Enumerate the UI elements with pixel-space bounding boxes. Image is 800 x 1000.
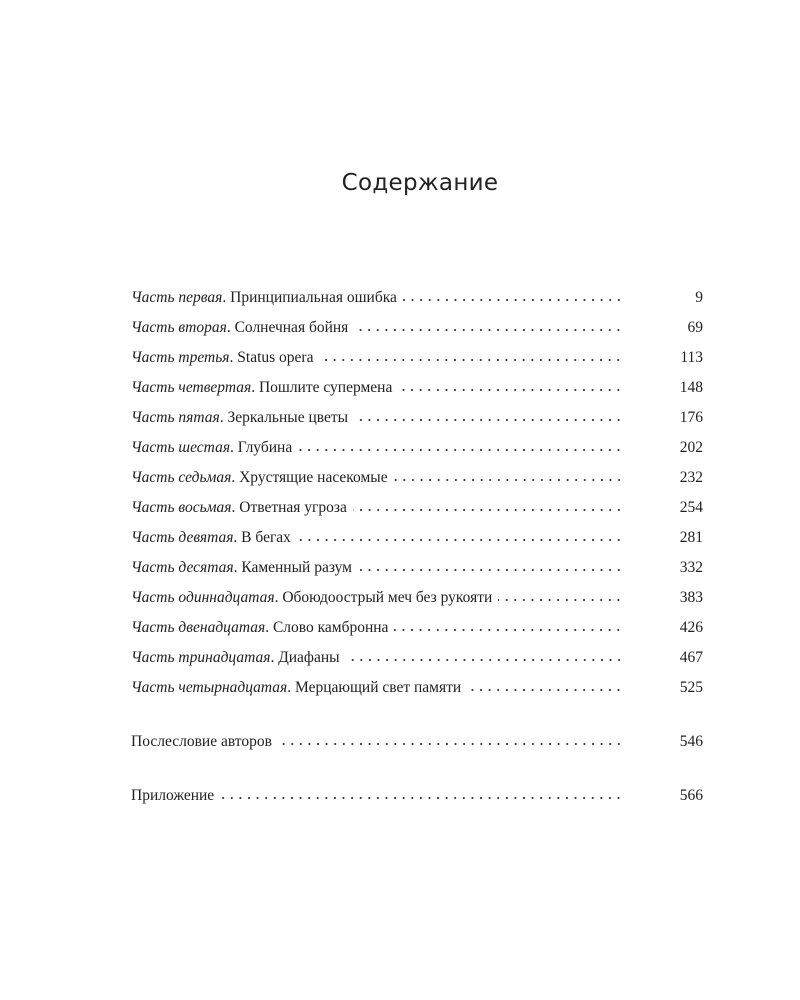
part-label: Часть четырнадцатая bbox=[131, 679, 288, 696]
toc-entry[interactable]: Часть первая. Принципиальная ошибка 9 bbox=[131, 289, 703, 319]
toc-entry[interactable]: Часть шестая. Глубина 202 bbox=[131, 439, 703, 469]
page-number: 69 bbox=[687, 319, 704, 336]
page-number: 202 bbox=[679, 439, 703, 456]
toc-entry[interactable]: Часть седьмая. Хрустящие насекомые 232 bbox=[131, 469, 703, 499]
dot-leader bbox=[498, 599, 623, 601]
toc-entry[interactable]: Часть пятая. Зеркальные цветы 176 bbox=[131, 409, 703, 439]
entry-sep: . bbox=[231, 469, 240, 486]
page-number: 148 bbox=[679, 379, 703, 396]
dot-leader bbox=[352, 509, 623, 511]
entry-title: Послесловие авторов bbox=[131, 733, 272, 750]
part-label: Часть одиннадцатая bbox=[131, 589, 275, 606]
entry-sep: . bbox=[229, 349, 238, 366]
part-label: Часть пятая bbox=[131, 409, 220, 426]
toc-entry[interactable]: Часть четвертая. Пошлите супермена 148 bbox=[131, 379, 703, 409]
part-label: Часть тринадцатая bbox=[131, 649, 271, 666]
dot-leader bbox=[220, 797, 623, 799]
part-label: Часть третья bbox=[131, 349, 230, 366]
dot-leader bbox=[354, 419, 623, 421]
page-number: 566 bbox=[679, 787, 703, 804]
toc-entry[interactable]: Часть восьмая. Ответная угроза 254 bbox=[131, 499, 703, 529]
toc-entry[interactable]: Часть двенадцатая. Слово камбронна 426 bbox=[131, 619, 703, 649]
page-number: 232 bbox=[679, 469, 703, 486]
entry-title: Солнечная бойня bbox=[234, 319, 349, 336]
part-label: Часть седьмая bbox=[131, 469, 232, 486]
entry-title: Зеркальные цветы bbox=[227, 409, 349, 426]
entry-sep: . bbox=[222, 289, 231, 306]
part-label: Часть восьмая bbox=[131, 499, 232, 516]
entry-sep: . bbox=[274, 589, 283, 606]
entry-title: В бегах bbox=[241, 529, 291, 546]
part-label: Часть десятая bbox=[131, 559, 234, 576]
page-number: 467 bbox=[679, 649, 703, 666]
dot-leader bbox=[354, 329, 623, 331]
entry-title: Принципиальная ошибка bbox=[230, 289, 397, 306]
entry-title: Status opera bbox=[237, 349, 314, 366]
dot-leader bbox=[357, 569, 623, 571]
dot-leader bbox=[345, 659, 623, 661]
page-number: 525 bbox=[679, 679, 703, 696]
page-number: 426 bbox=[679, 619, 703, 636]
part-label: Часть вторая bbox=[131, 319, 227, 336]
entry-title: Ответная угроза bbox=[239, 499, 347, 516]
entry-title: Хрустящие насекомые bbox=[239, 469, 388, 486]
entry-title: Диафаны bbox=[278, 649, 340, 666]
part-label: Часть шестая bbox=[131, 439, 231, 456]
toc-entry[interactable]: Часть третья. Status opera 113 bbox=[131, 349, 703, 379]
toc-entry[interactable]: Часть одиннадцатая. Обоюдоострый меч без… bbox=[131, 589, 703, 619]
page-title: Содержание bbox=[341, 170, 499, 196]
entry-title: Пошлите супермена bbox=[258, 379, 393, 396]
entry-sep: . bbox=[230, 439, 238, 456]
entry-sep: . bbox=[233, 559, 242, 576]
part-label: Часть девятая bbox=[131, 529, 234, 546]
page-number: 546 bbox=[679, 733, 703, 750]
entry-title: Обоюдоострый меч без рукояти bbox=[282, 589, 493, 606]
page-number: 383 bbox=[679, 589, 703, 606]
table-of-contents: Часть первая. Принципиальная ошибка 9 Част… bbox=[131, 289, 703, 817]
dot-leader bbox=[296, 539, 623, 541]
dot-leader bbox=[394, 629, 623, 631]
entry-sep: . bbox=[287, 679, 295, 696]
entry-title: Слово камбронна bbox=[272, 619, 389, 636]
toc-entry-afterword[interactable]: Послесловие авторов 546 bbox=[131, 733, 703, 763]
dot-leader bbox=[298, 449, 623, 451]
entry-sep: . bbox=[233, 529, 242, 546]
page-number: 176 bbox=[679, 409, 703, 426]
part-label: Часть четвертая bbox=[131, 379, 252, 396]
dot-leader bbox=[467, 689, 623, 691]
toc-entry[interactable]: Часть десятая. Каменный разум 332 bbox=[131, 559, 703, 589]
entry-sep: . bbox=[251, 379, 259, 396]
entry-sep: . bbox=[219, 409, 228, 426]
page-number: 254 bbox=[679, 499, 703, 516]
entry-title: Каменный разум bbox=[241, 559, 352, 576]
part-label: Часть первая bbox=[131, 289, 223, 306]
entry-sep: . bbox=[270, 649, 279, 666]
dot-leader bbox=[398, 389, 623, 391]
dot-leader bbox=[319, 359, 623, 361]
page-number: 281 bbox=[679, 529, 703, 546]
entry-sep: . bbox=[265, 619, 273, 636]
dot-leader bbox=[393, 479, 623, 481]
entry-title: Глубина bbox=[237, 439, 293, 456]
toc-entry[interactable]: Часть тринадцатая. Диафаны 467 bbox=[131, 649, 703, 679]
dot-leader bbox=[402, 299, 623, 301]
toc-entry[interactable]: Часть вторая. Солнечная бойня 69 bbox=[131, 319, 703, 349]
page-number: 9 bbox=[695, 289, 703, 306]
entry-sep: . bbox=[226, 319, 235, 336]
entry-sep: . bbox=[231, 499, 240, 516]
page-number: 113 bbox=[680, 349, 703, 366]
dot-leader bbox=[277, 743, 623, 745]
toc-entry-appendix[interactable]: Приложение 566 bbox=[131, 787, 703, 817]
toc-entry[interactable]: Часть девятая. В бегах 281 bbox=[131, 529, 703, 559]
entry-title: Мерцающий свет памяти bbox=[295, 679, 462, 696]
entry-title: Приложение bbox=[131, 787, 215, 804]
toc-entry[interactable]: Часть четырнадцатая. Мерцающий свет памя… bbox=[131, 679, 703, 709]
part-label: Часть двенадцатая bbox=[131, 619, 266, 636]
page-number: 332 bbox=[679, 559, 703, 576]
